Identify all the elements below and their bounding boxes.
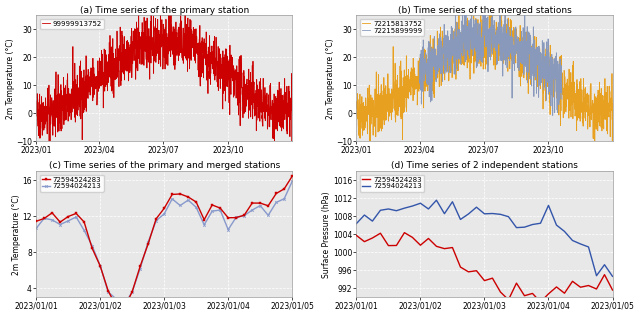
Legend: 72594524283, 72594024213: 72594524283, 72594024213: [360, 175, 424, 191]
Line: 99999913752: 99999913752: [36, 1, 292, 149]
Line: 72215899999: 72215899999: [420, 0, 562, 115]
Y-axis label: 2m Temperature (°C): 2m Temperature (°C): [12, 194, 21, 275]
Line: 72594024213: 72594024213: [35, 180, 294, 306]
Line: 72594024213: 72594024213: [356, 200, 612, 276]
Y-axis label: 2m Temperature (°C): 2m Temperature (°C): [326, 38, 335, 119]
Line: 72594524283: 72594524283: [356, 233, 612, 302]
Title: (d) Time series of 2 independent stations: (d) Time series of 2 independent station…: [391, 161, 578, 170]
Y-axis label: 2m Temperature (°C): 2m Temperature (°C): [6, 38, 15, 119]
Legend: 72594524283, 72594024213: 72594524283, 72594024213: [40, 175, 104, 191]
Legend: 99999913752: 99999913752: [40, 19, 104, 29]
Y-axis label: Surface Pressure (hPa): Surface Pressure (hPa): [323, 191, 332, 277]
Title: (a) Time series of the primary station: (a) Time series of the primary station: [79, 6, 249, 15]
Line: 72215813752: 72215813752: [356, 1, 612, 149]
Title: (b) Time series of the merged stations: (b) Time series of the merged stations: [397, 6, 572, 15]
Line: 72594524283: 72594524283: [35, 175, 293, 309]
Title: (c) Time series of the primary and merged stations: (c) Time series of the primary and merge…: [49, 161, 280, 170]
Legend: 72215813752, 72215899999: 72215813752, 72215899999: [360, 19, 424, 36]
